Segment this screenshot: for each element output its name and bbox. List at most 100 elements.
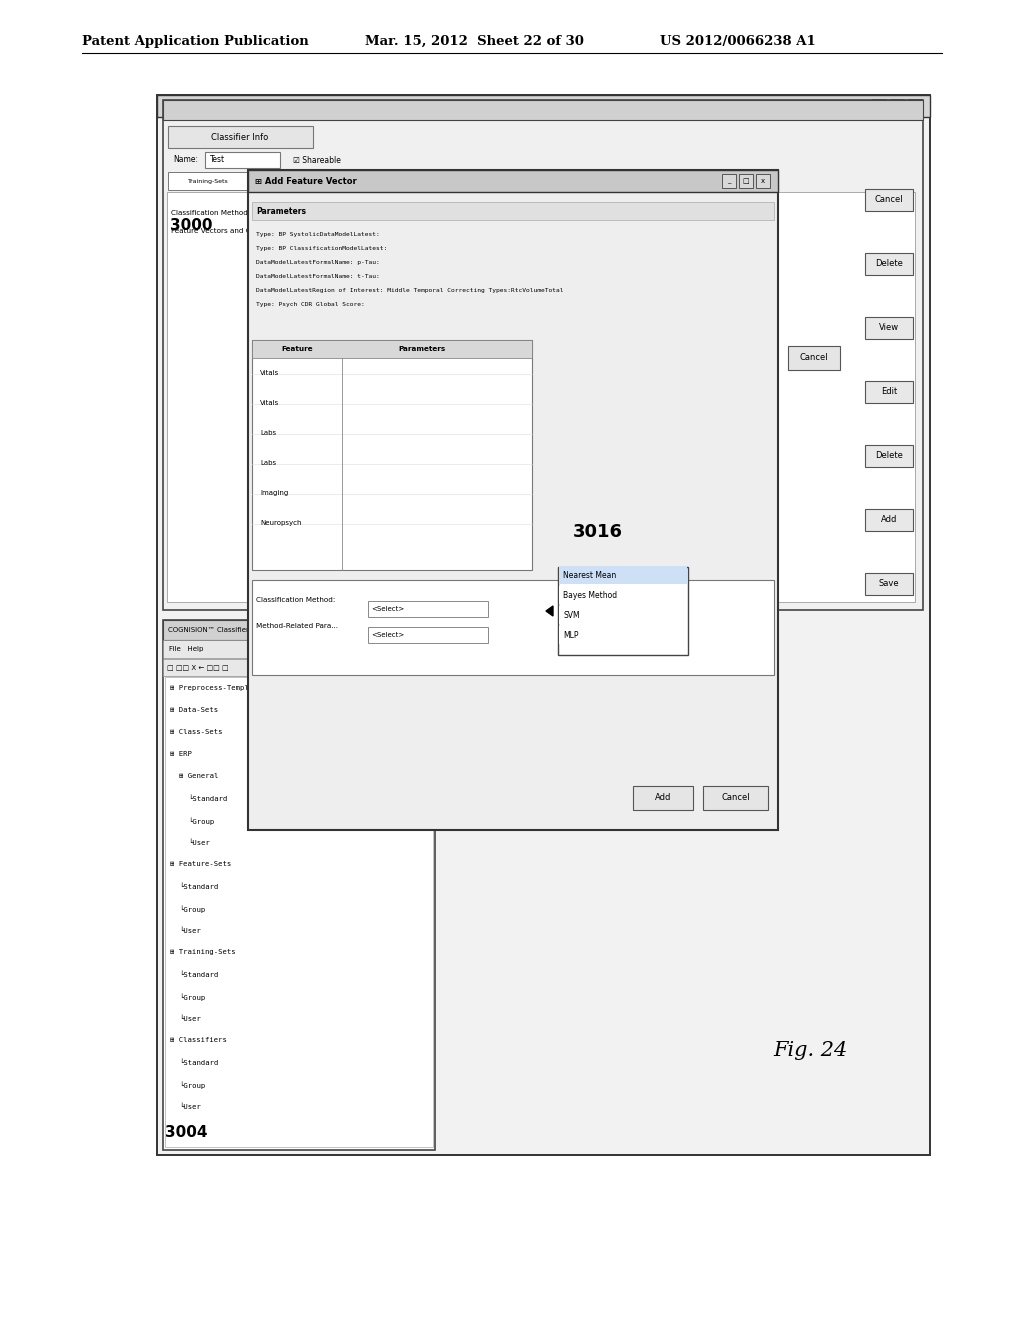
- Bar: [165, 677, 433, 1147]
- Bar: [430, 150, 890, 168]
- Text: ⊞ ERP: ⊞ ERP: [170, 751, 191, 756]
- Text: └Standard: └Standard: [179, 972, 218, 978]
- Text: Featu...: Featu...: [454, 178, 477, 183]
- Bar: [559, 606, 687, 624]
- Text: Labs: Labs: [260, 459, 276, 466]
- Bar: [163, 640, 435, 657]
- Text: Parameters: Parameters: [398, 346, 445, 352]
- Text: ⊞ Training-Sets: ⊞ Training-Sets: [170, 949, 236, 954]
- Bar: [559, 586, 687, 605]
- Text: Classification Method:: Classification Method:: [256, 597, 336, 603]
- Text: Method-Related Para...: Method-Related Para...: [256, 623, 338, 630]
- Text: └Group: └Group: [179, 993, 205, 1001]
- Bar: [430, 150, 890, 465]
- Text: Neural New...: Neural New...: [274, 202, 318, 209]
- Text: Type: BP ClassificationModelLatest:: Type: BP ClassificationModelLatest:: [256, 246, 387, 251]
- Bar: [163, 620, 435, 1150]
- Bar: [271, 198, 391, 213]
- Text: Neuropsych: Neuropsych: [260, 520, 301, 525]
- Text: Add: Add: [654, 793, 671, 803]
- Text: ☑ Shareable: ☑ Shareable: [293, 156, 341, 165]
- Bar: [368, 627, 488, 643]
- Text: □: □: [742, 178, 750, 183]
- Text: COGNISION™ Classifier (3.5.0.78): COGNISION™ Classifier (3.5.0.78): [168, 627, 286, 634]
- Text: Classification Method:: Classification Method:: [171, 210, 251, 216]
- Text: 3016: 3016: [573, 523, 623, 541]
- Text: └Group: └Group: [188, 817, 214, 825]
- Text: ⊞ Feature-Sets: ⊞ Feature-Sets: [170, 861, 231, 867]
- Text: 3000: 3000: [170, 218, 213, 232]
- Text: Imaging: Imaging: [260, 490, 288, 496]
- Text: └Standard: └Standard: [179, 883, 218, 890]
- Bar: [865, 445, 913, 467]
- Text: US 2012/0066238 A1: US 2012/0066238 A1: [660, 36, 816, 48]
- Bar: [252, 202, 774, 220]
- Bar: [865, 510, 913, 531]
- Text: └User: └User: [179, 1015, 201, 1022]
- Text: └Standard: └Standard: [188, 795, 227, 801]
- Bar: [368, 601, 488, 616]
- Text: Nearest Mean: Nearest Mean: [563, 570, 616, 579]
- Bar: [252, 341, 532, 570]
- Text: MLP: MLP: [563, 631, 579, 639]
- Text: ⊞ Classifiers: ⊞ Classifiers: [170, 1038, 227, 1043]
- Text: _: _: [727, 178, 731, 183]
- Bar: [252, 341, 532, 358]
- Text: Labs: Labs: [260, 430, 276, 436]
- Bar: [450, 180, 900, 480]
- Text: 3004: 3004: [165, 1125, 208, 1140]
- Bar: [248, 170, 778, 830]
- Bar: [865, 253, 913, 275]
- Bar: [168, 125, 313, 148]
- Text: Add: Add: [881, 516, 897, 524]
- Bar: [558, 568, 688, 655]
- Text: Save: Save: [879, 579, 899, 589]
- Text: └Group: └Group: [179, 1081, 205, 1089]
- Polygon shape: [546, 606, 553, 616]
- Text: Cancel: Cancel: [722, 793, 751, 803]
- Bar: [788, 346, 840, 370]
- Text: □ □□ X ← □□ □: □ □□ X ← □□ □: [167, 664, 228, 671]
- Text: Edit: Edit: [881, 388, 897, 396]
- Text: x: x: [912, 102, 918, 111]
- Bar: [308, 172, 438, 190]
- Text: DataModelLatestRegion of Interest: Middle Temporal Correcting Types:RtcVolumeTot: DataModelLatestRegion of Interest: Middl…: [256, 288, 563, 293]
- Bar: [163, 620, 435, 640]
- Bar: [450, 180, 900, 198]
- Text: ⊞ Class-Sets: ⊞ Class-Sets: [170, 729, 222, 735]
- Text: View: View: [879, 323, 899, 333]
- Text: Mar. 15, 2012  Sheet 22 of 30: Mar. 15, 2012 Sheet 22 of 30: [365, 36, 584, 48]
- Bar: [205, 152, 280, 168]
- Text: └Standard: └Standard: [179, 1059, 218, 1065]
- Bar: [756, 174, 770, 187]
- Text: Name:: Name:: [173, 156, 198, 165]
- Text: ⊞ General: ⊞ General: [179, 774, 218, 779]
- Text: Feature Vectors and Cl...: Feature Vectors and Cl...: [335, 178, 412, 183]
- Bar: [865, 189, 913, 211]
- Text: Parameters: Parameters: [256, 206, 306, 215]
- Text: Patent Application Publication: Patent Application Publication: [82, 36, 309, 48]
- Text: <Select>: <Select>: [371, 632, 404, 638]
- Text: Vitals: Vitals: [260, 400, 280, 407]
- Bar: [908, 99, 922, 114]
- Text: x: x: [761, 178, 765, 183]
- Text: Bayes Method: Bayes Method: [563, 590, 617, 599]
- Bar: [872, 99, 886, 114]
- Text: Delete: Delete: [876, 260, 903, 268]
- Text: DataModelLatestFormalName: p-Tau:: DataModelLatestFormalName: p-Tau:: [256, 260, 380, 265]
- Text: □: □: [893, 102, 901, 111]
- Text: └Group: └Group: [179, 906, 205, 912]
- Bar: [722, 174, 736, 187]
- Text: └User: └User: [179, 927, 201, 933]
- Bar: [252, 579, 774, 675]
- Bar: [739, 174, 753, 187]
- Text: Feature: Feature: [282, 346, 312, 352]
- Text: SVM: SVM: [563, 610, 580, 619]
- Bar: [168, 172, 248, 190]
- Bar: [163, 100, 923, 120]
- Bar: [163, 659, 435, 676]
- Bar: [703, 785, 768, 810]
- Bar: [167, 191, 915, 602]
- Bar: [633, 785, 693, 810]
- Text: Export(s): Export(s): [264, 178, 292, 183]
